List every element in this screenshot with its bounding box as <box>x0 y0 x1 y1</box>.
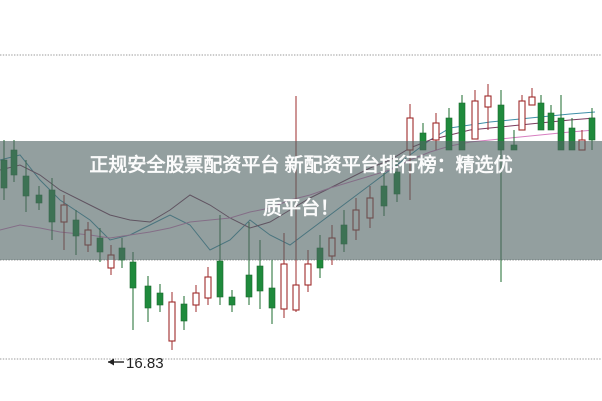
svg-text:16.83: 16.83 <box>126 355 164 372</box>
